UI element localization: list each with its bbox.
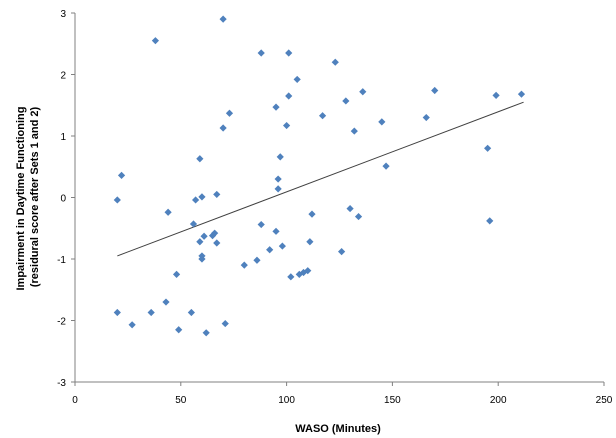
data-point bbox=[162, 298, 170, 306]
data-point bbox=[221, 319, 229, 328]
data-point bbox=[287, 273, 295, 281]
trendline bbox=[117, 101, 524, 257]
data-point bbox=[213, 190, 221, 199]
data-point bbox=[285, 92, 293, 100]
y-tick-label: 0 bbox=[60, 194, 66, 205]
data-point bbox=[219, 15, 227, 23]
data-point bbox=[342, 97, 350, 105]
data-point bbox=[354, 212, 363, 221]
data-point bbox=[192, 196, 200, 204]
data-point bbox=[219, 124, 227, 132]
data-point bbox=[211, 229, 219, 237]
y-axis-title-line-1: Impairment in Daytime Functioning bbox=[15, 107, 27, 291]
data-point bbox=[350, 127, 358, 135]
data-point bbox=[276, 153, 284, 161]
data-point bbox=[257, 49, 265, 57]
data-point bbox=[266, 246, 274, 254]
y-tick-label: 2 bbox=[60, 71, 66, 82]
data-point bbox=[378, 118, 386, 126]
data-points bbox=[113, 15, 526, 337]
data-point bbox=[278, 242, 286, 250]
y-tick-label: -1 bbox=[57, 255, 66, 266]
data-point bbox=[189, 220, 198, 228]
data-point bbox=[274, 185, 282, 193]
data-point bbox=[492, 91, 500, 100]
data-point bbox=[198, 193, 206, 201]
data-point bbox=[196, 238, 204, 246]
data-point bbox=[431, 86, 439, 95]
data-point bbox=[283, 121, 291, 130]
x-tick-label: 200 bbox=[490, 395, 507, 406]
y-tick-label: -3 bbox=[57, 378, 66, 389]
data-point bbox=[359, 88, 367, 96]
y-axis-ticks: -3 -2 -1 0 1 2 3 bbox=[57, 9, 75, 389]
data-point bbox=[253, 256, 261, 264]
data-point bbox=[338, 248, 346, 256]
data-point bbox=[299, 268, 308, 277]
data-point bbox=[172, 270, 181, 278]
y-tick-label: -2 bbox=[57, 317, 66, 328]
data-point bbox=[306, 238, 314, 246]
x-tick-label: 250 bbox=[596, 395, 613, 406]
data-point bbox=[200, 232, 208, 240]
y-tick-label: 3 bbox=[60, 9, 66, 20]
data-point bbox=[484, 144, 492, 152]
x-tick-label: 0 bbox=[72, 395, 78, 406]
data-point bbox=[202, 329, 210, 337]
data-point bbox=[272, 227, 280, 235]
data-point bbox=[198, 255, 206, 263]
x-tick-label: 150 bbox=[384, 395, 401, 406]
data-point bbox=[117, 171, 126, 179]
axes: 0 50 100 150 200 250 -3 -2 -1 0 1 2 3 bbox=[57, 9, 613, 406]
x-tick-label: 50 bbox=[175, 395, 187, 406]
data-point bbox=[113, 196, 121, 204]
data-point bbox=[272, 103, 280, 111]
data-point bbox=[213, 239, 221, 247]
data-point bbox=[196, 155, 204, 163]
data-point bbox=[293, 75, 301, 84]
data-point bbox=[187, 308, 195, 317]
data-point bbox=[225, 109, 234, 117]
x-axis-title: WASO (Minutes) bbox=[295, 423, 381, 435]
data-point bbox=[331, 58, 339, 66]
x-tick-label: 100 bbox=[278, 395, 295, 406]
y-tick-label: 1 bbox=[60, 132, 66, 143]
data-point bbox=[346, 204, 354, 213]
y-axis-title-line-2: (residural score after Sets 1 and 2) bbox=[29, 106, 41, 287]
data-point bbox=[517, 90, 526, 98]
data-point bbox=[240, 261, 248, 269]
data-point bbox=[308, 210, 316, 218]
data-point bbox=[285, 49, 293, 57]
data-point bbox=[147, 308, 155, 317]
y-axis-title: Impairment in Daytime Functioning (resid… bbox=[15, 103, 41, 290]
data-point bbox=[164, 208, 172, 216]
data-point bbox=[151, 37, 160, 45]
data-point bbox=[257, 220, 265, 229]
data-point bbox=[318, 112, 327, 120]
trendline-group bbox=[117, 101, 524, 257]
data-point bbox=[175, 326, 183, 334]
x-axis-ticks: 0 50 100 150 200 250 bbox=[72, 382, 613, 406]
data-point bbox=[128, 321, 136, 329]
data-point bbox=[113, 308, 121, 317]
data-point bbox=[382, 162, 390, 170]
data-point bbox=[422, 113, 430, 122]
data-point bbox=[486, 217, 494, 225]
data-point bbox=[274, 175, 282, 183]
